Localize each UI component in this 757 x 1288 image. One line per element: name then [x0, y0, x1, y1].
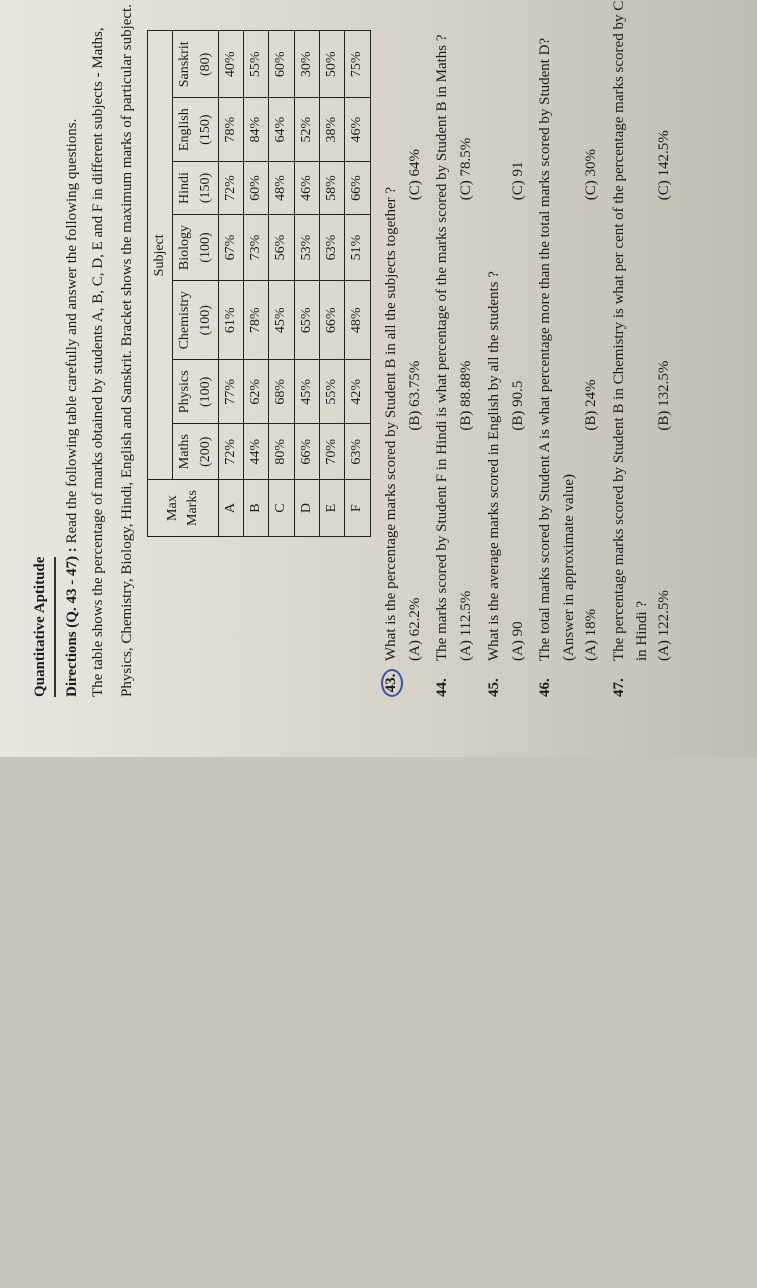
- options-row: (A) 18%(B) 24%(C) 30%(D) 32%(E) 36%: [581, 0, 603, 661]
- col-chemistry: Chemistry(100): [173, 281, 219, 360]
- table-row: E70%55%66%63%58%38%50%: [320, 31, 345, 537]
- subject-header: Subject: [148, 31, 173, 480]
- question: 43. What is the percentage marks scored b…: [381, 0, 403, 697]
- option: (B) 63.75%: [405, 200, 427, 430]
- option: (B) 88.88%: [456, 200, 478, 430]
- options-row: (A) 122.5%(B) 132.5%(C) 142.5%(D) 152.5%…: [654, 0, 676, 661]
- question-text: The percentage marks scored by Student B…: [609, 1, 631, 661]
- table-row: A72%77%61%67%72%78%40%: [218, 31, 243, 537]
- question-text: The total marks scored by Student A is w…: [535, 38, 557, 661]
- col-biology: Biology(100): [173, 214, 219, 280]
- col-english: English(150): [173, 98, 219, 162]
- columns-row: Maths(200) Physics(100) Chemistry(100) B…: [173, 31, 219, 537]
- directions-line: Directions (Q. 43 - 47) : Read the follo…: [62, 0, 84, 697]
- question: 45. What is the average marks scored in E…: [484, 0, 506, 697]
- col-sanskrit: Sanskrit(80): [173, 31, 219, 98]
- question-text: What is the percentage marks scored by S…: [381, 187, 403, 661]
- option: (C) 142.5%: [654, 0, 676, 200]
- option: (A) 62.2%: [405, 431, 427, 661]
- marks-table: MaxMarks Subject Maths(200) Physics(100)…: [147, 30, 371, 537]
- question: 46. The total marks scored by Student A i…: [535, 0, 557, 697]
- question-number: 43.: [381, 669, 403, 697]
- table-row: F63%42%48%51%66%46%75%: [345, 31, 370, 537]
- question-subtext: in Hindi ?: [632, 0, 654, 661]
- option: (A) 112.5%: [456, 431, 478, 661]
- table-row: C80%68%45%56%48%64%60%: [269, 31, 294, 537]
- question-number: 46.: [535, 669, 557, 697]
- option: (A) 18%: [581, 431, 603, 661]
- option: (B) 24%: [581, 200, 603, 430]
- question-text: The marks scored by Student F in Hindi i…: [432, 34, 454, 661]
- question-number: 47.: [609, 669, 631, 697]
- question-text: What is the average marks scored in Engl…: [484, 271, 506, 661]
- question-subtext: (Answer in approximate value): [559, 0, 581, 661]
- directions-label: Directions (Q. 43 - 47) :: [64, 547, 80, 697]
- option: (B) 90.5: [508, 200, 530, 430]
- options-row: (A) 62.2%(B) 63.75%(C) 64%(D) 67.5%(E) 5…: [405, 0, 427, 661]
- question: 47. The percentage marks scored by Studen…: [609, 0, 631, 697]
- option: (C) 30%: [581, 0, 603, 200]
- question: 44. The marks scored by Student F in Hind…: [432, 0, 454, 697]
- table-row: D66%45%65%53%46%52%30%: [294, 31, 319, 537]
- question-number: 45.: [484, 669, 506, 697]
- option: (C) 64%: [405, 0, 427, 200]
- col-maths: Maths(200): [173, 424, 219, 480]
- option: (C) 78.5%: [456, 0, 478, 200]
- corner-cell: MaxMarks: [148, 480, 219, 537]
- col-hindi: Hindi(150): [173, 162, 219, 215]
- option: (A) 122.5%: [654, 431, 676, 661]
- option: (B) 132.5%: [654, 200, 676, 430]
- col-physics: Physics(100): [173, 360, 219, 424]
- intro-line-1: The table shows the percentage of marks …: [88, 0, 110, 697]
- options-row: (A) 90(B) 90.5(C) 91(D) 91.5(E) 92: [508, 0, 530, 661]
- question-number: 44.: [432, 669, 454, 697]
- table-row: B44%62%78%73%60%84%55%: [244, 31, 269, 537]
- option: (A) 90: [508, 431, 530, 661]
- option: (C) 91: [508, 0, 530, 200]
- directions-text: Read the following table carefully and a…: [64, 119, 80, 544]
- section-header: Quantitative Aptitude: [30, 557, 56, 697]
- intro-line-2: Physics, Chemistry, Biology, Hindi, Engl…: [117, 0, 139, 697]
- options-row: (A) 112.5%(B) 88.88%(C) 78.5%(D) 117.5%(…: [456, 0, 478, 661]
